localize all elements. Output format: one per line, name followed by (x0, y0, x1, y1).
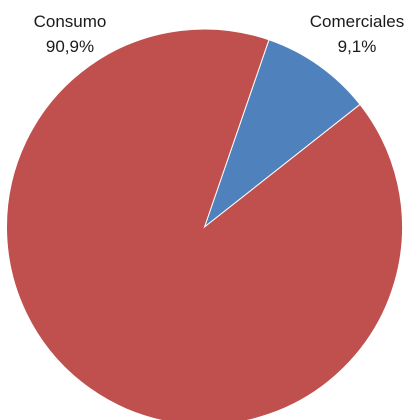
pie-slices (6, 28, 403, 420)
pie-slice-consumo (6, 28, 403, 420)
slice-label-comerciales-name: Comerciales (310, 12, 404, 31)
pie-slice-comerciales (203, 39, 361, 229)
slice-label-consumo-percent: 90,9% (46, 37, 94, 56)
slice-label-consumo-name: Consumo (34, 12, 107, 31)
slice-label-comerciales-percent: 9,1% (338, 37, 377, 56)
